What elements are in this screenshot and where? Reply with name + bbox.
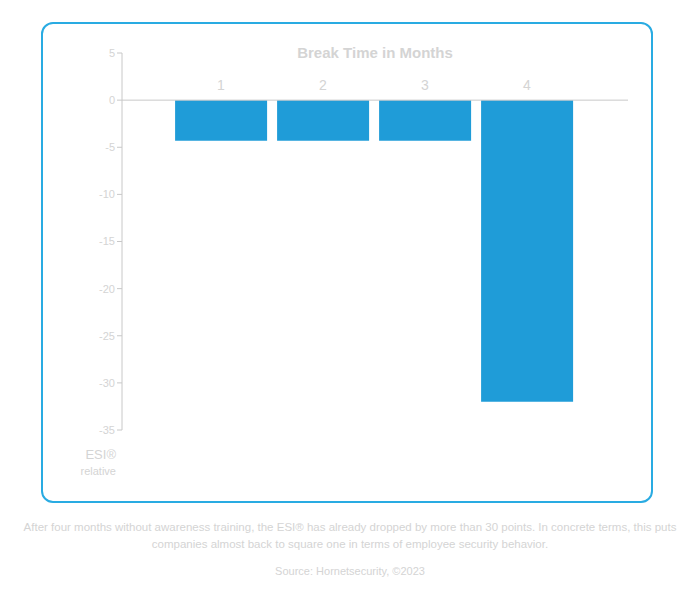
svg-text:-20: -20 <box>99 283 115 295</box>
svg-text:4: 4 <box>523 77 531 93</box>
svg-text:-5: -5 <box>105 141 115 153</box>
svg-text:-25: -25 <box>99 330 115 342</box>
html-text:relative: relative <box>80 465 116 477</box>
svg-text:-10: -10 <box>99 188 115 200</box>
svg-text:-15: -15 <box>99 235 115 247</box>
svg-text:5: 5 <box>109 47 115 59</box>
svg-text:2: 2 <box>319 77 327 93</box>
svg-text:1: 1 <box>217 77 225 93</box>
html-text:After four months without awar: After four months without awareness trai… <box>23 521 677 550</box>
svg-text:3: 3 <box>421 77 429 93</box>
html-text:Source: Hornetsecurity, ©2023: Source: Hornetsecurity, ©2023 <box>275 565 425 577</box>
svg-text:-30: -30 <box>99 377 115 389</box>
svg-text:0: 0 <box>109 94 115 106</box>
html-text:ESI®: ESI® <box>85 447 116 462</box>
html-text:Break Time in Months: Break Time in Months <box>297 44 453 61</box>
svg-text:-35: -35 <box>99 424 115 436</box>
